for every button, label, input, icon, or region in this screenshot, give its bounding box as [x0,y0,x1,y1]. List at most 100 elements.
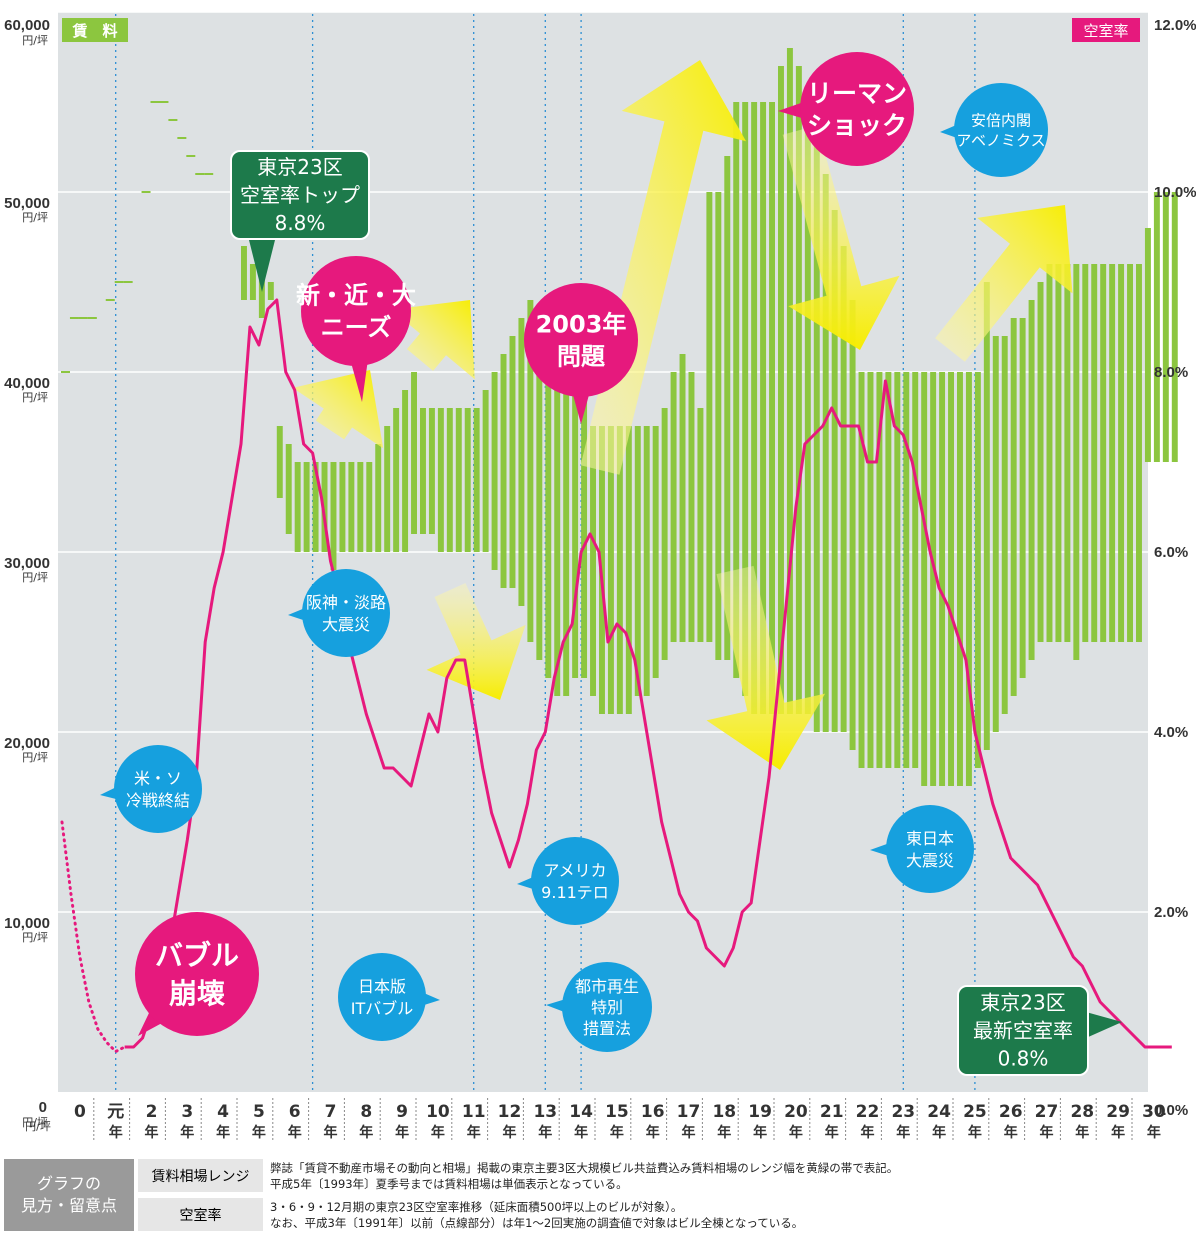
rent-bar [957,372,963,786]
rent-bar [411,372,417,534]
right-tick-label: 12.0% [1154,17,1196,34]
footer-header-line2: 見方・留意点 [20,1196,117,1215]
rent-bar [1028,300,1035,660]
footer-rent-text-line2: 平成5年〔1993年〕夏季号までは賃料相場は単価表示となっている。 [270,1177,628,1191]
x-tick-year: 25 [963,1102,987,1122]
rent-bar [760,102,767,714]
rent-bar [661,408,668,660]
vacancy-top-callout-line: 空室率トップ [240,183,360,207]
rent-bar [1153,192,1160,462]
x-tick-suffix: 年 [431,1124,445,1141]
latest-vacancy-callout-line: 東京23区 [980,991,1065,1015]
rent-bar [1127,264,1133,642]
x-tick-year: 21 [820,1102,844,1122]
rent-bar [885,372,892,768]
it-bubble-callout-line: 日本版 [358,977,406,996]
lehman-callout-line: ショック [807,111,907,140]
latest-vacancy-callout-box [957,985,1089,1076]
x-tick-year: 2 [146,1102,158,1122]
lehman-callout-bubble [800,52,914,166]
trend-arrow [391,300,475,380]
x-tick-year: 22 [856,1102,880,1122]
sept11-callout-line: 9.11テロ [541,883,609,902]
left-tick-unit: 円/坪 [22,391,48,404]
bubble-callout-line: 崩壊 [169,977,225,1010]
rent-bar [527,300,534,642]
x-tick-suffix: 年 [216,1124,230,1141]
vacancy-top-callout-line: 8.8% [275,211,326,235]
x-tick-suffix: 年 [717,1124,731,1141]
bubble-callout-line: バブル [155,939,239,972]
rent-bar [1100,264,1107,642]
vacancy-line [60,298,1172,1054]
rent-bar [1055,264,1062,642]
x-tick-suffix: 年 [896,1124,910,1141]
rent-bar [420,408,426,534]
rent-bar [357,462,364,552]
y2003-callout-line: 2003年 [536,311,627,339]
rent-bar [545,300,552,678]
rent-bar [437,408,444,552]
rent-bar [384,426,391,552]
rent-bar [921,372,928,786]
rent-bars [241,48,1178,786]
rent-bar [679,354,686,642]
x-tick-year: 13 [533,1102,557,1122]
x-axis: 0 元年 2 年 3 年 4 年 5 年 6 年 7 年 8 年 9 年 10 年 11 年 12 年 13 年 14 年 15 年 16 年… [25,1098,1166,1141]
newly-callout-line: ニーズ [321,314,392,342]
x-tick-suffix: 年 [395,1124,409,1141]
x-tick-suffix: 年 [180,1124,194,1141]
x-tick-suffix: 年 [467,1124,481,1141]
vacancy-line-dotted [60,820,127,1054]
rent-bar [446,408,453,552]
footer-vacancy-text-line2: なお、平成3年〔1991年〕以前（点線部分）は年1～2回実施の調査値で対象はビル… [270,1216,804,1230]
x-tick-year: 28 [1070,1102,1094,1122]
vacancy-top-callout-line: 東京23区 [257,155,342,179]
footer-vacancy-label: 空室率 [138,1198,263,1231]
rent-badge [62,18,128,42]
rent-bar [778,66,784,714]
x-tick-suffix: 年 [252,1124,266,1141]
latest-vacancy-callout-tail [1086,1012,1122,1038]
rent-bar [670,372,677,642]
x-tick-year: 24 [927,1102,951,1122]
latest-vacancy-callout-line: 0.8% [998,1047,1049,1071]
x-tick-year: 12 [498,1102,522,1122]
rent-bar [831,210,838,732]
rent-bar [1171,192,1178,462]
rent-bar [858,372,865,768]
x-tick-suffix: 年 [574,1124,588,1141]
rent-bar [464,408,471,552]
rent-bar [715,192,722,660]
left-tick-label: 60,000 [4,17,50,34]
y2003-callout-tail [571,390,591,424]
x-tick-suffix: 年 [753,1124,767,1141]
abe-callout-line: アベノミクス [956,131,1045,149]
rent-bar [706,192,713,642]
rent-bar [616,426,623,714]
rent-bar [894,372,901,768]
rent-bar [795,66,802,714]
rent-bar [1019,318,1026,678]
left-tick-label: 0 [39,1099,47,1116]
rent-bar [590,426,596,696]
rent-bar [930,372,937,786]
rent-bar [1046,264,1053,642]
rent-bar [1091,264,1098,642]
rent-bar [581,390,588,678]
sept11-callout-bubble [531,837,619,925]
rent-bar [697,408,704,642]
rent-bar [849,300,856,750]
rent-bar [536,318,543,660]
annotations: 東京23区空室率トップ8.8%東京23区最新空室率0.8%バブル崩壊新・近・大ニ… [100,52,1122,1076]
x-tick-year: 30 [1142,1102,1166,1122]
urban-callout-line: 措置法 [583,1019,631,1038]
abe-callout-line: 安倍内閣 [971,111,1031,129]
rent-bar [625,426,632,714]
lehman-callout-tail [778,101,807,120]
axis-badges: 賃 料 空室率 [62,18,1140,42]
x-tick-year: 6 [289,1102,301,1122]
right-tick-label: 4.0% [1154,724,1188,741]
urban-callout-line: 特別 [591,998,623,1017]
rent-bar [724,156,731,660]
